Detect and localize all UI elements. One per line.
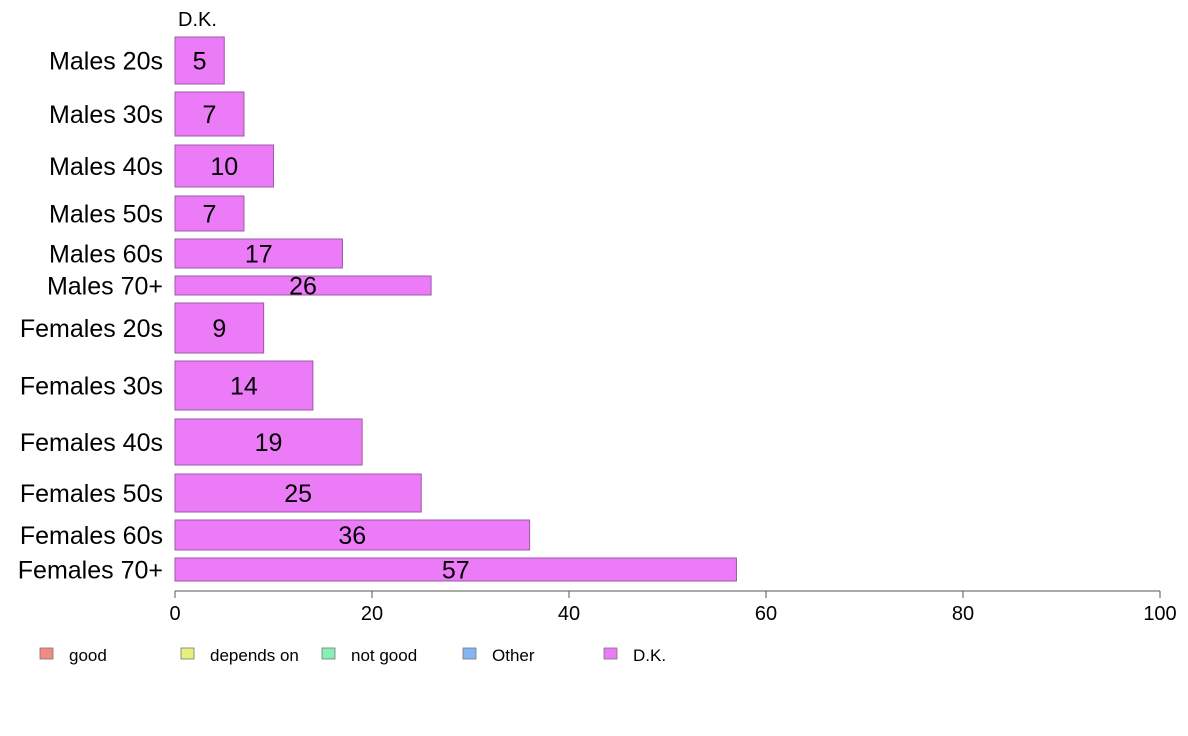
category-label: Females 20s <box>20 315 163 343</box>
category-label: Males 50s <box>49 201 163 229</box>
chart-title: D.K. <box>178 9 217 31</box>
value-label: 19 <box>255 429 283 457</box>
legend-swatch <box>180 647 195 660</box>
value-label: 7 <box>203 201 217 229</box>
value-label: 36 <box>338 522 366 550</box>
bar-males-30s <box>174 91 245 137</box>
bar-males-50s <box>174 195 245 232</box>
legend-swatch <box>462 647 477 660</box>
category-label: Females 60s <box>20 522 163 550</box>
category-label: Females 50s <box>20 480 163 508</box>
legend-label: depends on <box>210 646 299 665</box>
bar-females-30s <box>174 360 314 411</box>
value-label: 7 <box>203 101 217 129</box>
legend-swatch <box>321 647 336 660</box>
bar-males-60s <box>174 238 343 269</box>
x-tick-label: 40 <box>558 603 580 625</box>
value-label: 9 <box>212 315 226 343</box>
value-label: 57 <box>442 557 470 585</box>
category-label: Males 30s <box>49 101 163 129</box>
bar-females-70- <box>174 557 737 582</box>
value-label: 5 <box>193 48 207 76</box>
bar-males-70- <box>174 275 432 296</box>
bar-males-40s <box>174 144 274 188</box>
x-tick-label: 60 <box>755 603 777 625</box>
category-label: Males 40s <box>49 153 163 181</box>
bar-females-60s <box>174 519 531 551</box>
legend-label: not good <box>351 646 417 665</box>
bar-females-20s <box>174 302 265 354</box>
x-axis: 0 20 40 60 80 100 <box>169 590 1177 625</box>
legend-label: Other <box>492 646 535 665</box>
legend-swatch <box>603 647 618 660</box>
x-tick-label: 0 <box>169 603 180 625</box>
category-label: Females 40s <box>20 429 163 457</box>
x-tick-label: 100 <box>1143 603 1176 625</box>
category-label: Females 70+ <box>18 557 163 585</box>
category-label: Males 70+ <box>47 273 163 301</box>
x-tick-label: 20 <box>361 603 383 625</box>
bar-females-40s <box>174 418 363 466</box>
value-label: 10 <box>210 153 238 181</box>
bar-females-50s <box>174 473 422 513</box>
legend-swatch <box>39 647 54 660</box>
legend-label: D.K. <box>633 646 666 665</box>
x-tick-label: 80 <box>952 603 974 625</box>
legend-label: good <box>69 646 107 665</box>
category-label: Females 30s <box>20 373 163 401</box>
bars-group: Males 20s 5 Males 30s 7 Males 40s 10 Males 50s… <box>18 36 737 585</box>
bar-males-20s <box>174 36 225 85</box>
value-label: 17 <box>245 241 273 269</box>
category-label: Males 20s <box>49 48 163 76</box>
category-label: Males 60s <box>49 241 163 269</box>
value-label: 25 <box>284 480 312 508</box>
legend: good depends on not good Other D.K. <box>39 646 666 665</box>
value-label: 26 <box>289 273 317 301</box>
value-label: 14 <box>230 373 258 401</box>
